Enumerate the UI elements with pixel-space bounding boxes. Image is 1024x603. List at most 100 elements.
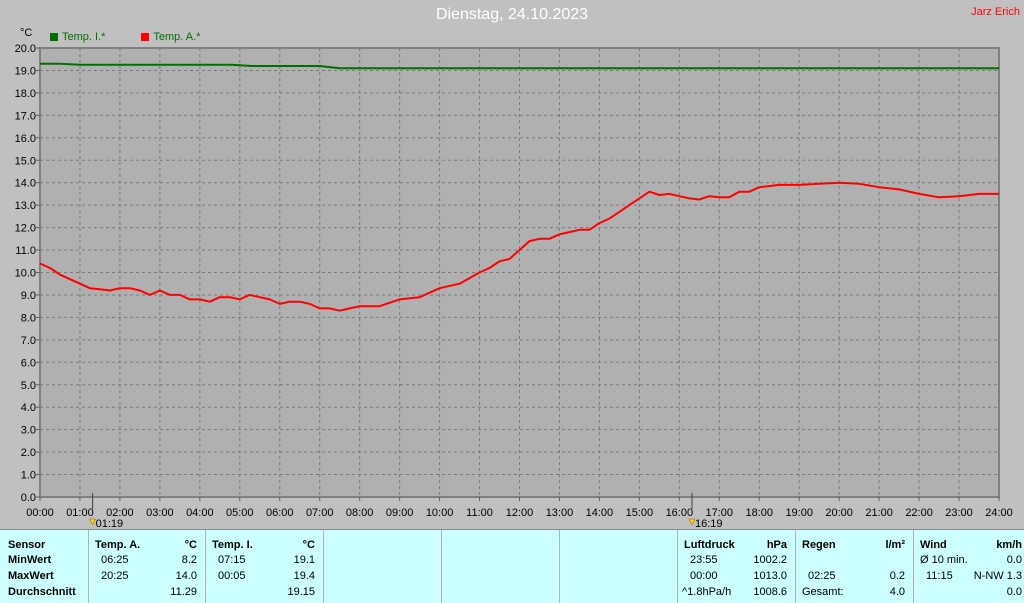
- temp-a-min-value: 8.2: [181, 554, 197, 566]
- y-tick-label: 7.0: [21, 335, 36, 347]
- y-tick-label: 9.0: [21, 290, 36, 302]
- y-tick-label: 15.0: [15, 155, 36, 167]
- pressure-trend: ^1.8hPa/h: [682, 586, 732, 598]
- wind-last-value: 0.0: [1006, 586, 1022, 598]
- y-tick-label: 18.0: [15, 88, 36, 100]
- grid-lines: [40, 48, 999, 497]
- temp-i-header: Temp. I.: [212, 539, 253, 551]
- empty-column-3: [560, 530, 678, 603]
- x-tick-label: 11:00: [466, 507, 493, 519]
- row-label-min: MinWert: [8, 554, 52, 566]
- x-tick-label: 03:00: [146, 507, 174, 519]
- rain-max-value: 0.2: [889, 570, 905, 582]
- legend: Temp. I.* Temp. A.*: [50, 31, 200, 43]
- x-tick-label: 00:00: [26, 507, 54, 519]
- legend-label-temp-a: Temp. A.*: [153, 31, 201, 43]
- x-tick-label: 21:00: [865, 507, 893, 519]
- temperature-chart: 0.0 1.0 2.0 3.0 4.0 5.0 6.0 7.0 8.0 9.0 10.0 11.0 12…: [15, 43, 1013, 529]
- y-tick-label: 16.0: [15, 133, 36, 145]
- x-tick-label: 15:00: [626, 507, 654, 519]
- sensor-header: Sensor: [8, 539, 46, 551]
- x-tick-label: 07:00: [306, 507, 334, 519]
- x-tick-label: 12:00: [506, 507, 534, 519]
- temp-a-header: Temp. A.: [95, 539, 141, 551]
- rain-column: Regen l/m² 02:25 0.2 Gesamt: 4.0: [796, 530, 914, 603]
- y-tick-label: 20.0: [15, 43, 36, 55]
- pressure-unit: hPa: [766, 539, 787, 551]
- marker-icon: [89, 518, 97, 526]
- y-tick-label: 6.0: [21, 357, 36, 369]
- series-lines: [39, 62, 999, 312]
- series-line-temp-a: [39, 181, 999, 312]
- pressure-min-value: 1002.2: [753, 554, 787, 566]
- legend-swatch-temp-a: [141, 33, 150, 41]
- y-tick-label: 0.0: [21, 492, 36, 504]
- wind-average-label: Ø 10 min.: [920, 554, 968, 566]
- x-tick-label: 02:00: [106, 507, 134, 519]
- legend-item-temp-a: Temp. A.*: [141, 31, 200, 43]
- empty-column-1: [324, 530, 442, 603]
- rain-unit: l/m²: [885, 539, 905, 551]
- wind-header: Wind: [920, 539, 947, 551]
- y-tick-label: 4.0: [21, 402, 36, 414]
- x-tick-label: 17:00: [706, 507, 734, 519]
- x-tick-label: 18:00: [745, 507, 773, 519]
- x-tick-label: 08:00: [346, 507, 374, 519]
- temp-i-min-value: 19.1: [293, 554, 315, 566]
- chart-title: Dienstag, 24.10.2023: [435, 6, 589, 23]
- legend-item-temp-i: Temp. I.*: [50, 31, 105, 43]
- temp-i-average: 19.15: [287, 586, 315, 598]
- y-tick-label: 8.0: [21, 312, 36, 324]
- y-tick-label: 11.0: [15, 245, 36, 257]
- temp-a-average: 11.29: [170, 586, 197, 598]
- temp-a-min-time: 06:25: [101, 554, 129, 566]
- row-label-avg: Durchschnitt: [8, 586, 76, 598]
- y-tick-label: 10.0: [15, 268, 36, 280]
- y-tick-label: 19.0: [15, 65, 36, 77]
- y-tick-label: 5.0: [21, 380, 36, 392]
- y-tick-label: 1.0: [21, 470, 36, 482]
- temp-i-unit: °C: [302, 539, 315, 551]
- wind-max-value: N-NW 1.3: [973, 570, 1022, 582]
- temp-a-unit: °C: [184, 539, 197, 551]
- x-tick-label: 22:00: [905, 507, 933, 519]
- temp-i-max-time: 00:05: [218, 570, 246, 582]
- x-tick-label: 13:00: [546, 507, 574, 519]
- rain-total-value: 4.0: [889, 586, 905, 598]
- x-tick-label: 09:00: [386, 507, 414, 519]
- wind-max-time: 11:15: [926, 570, 953, 582]
- statistics-table: Sensor MinWert MaxWert Durchschnitt Temp…: [0, 529, 1024, 603]
- marker-icon: [688, 518, 696, 526]
- pressure-max-value: 1013.0: [753, 570, 787, 582]
- y-tick-label: 12.0: [15, 223, 36, 235]
- rain-total-label: Gesamt:: [802, 586, 844, 598]
- temp-i-min-time: 07:15: [218, 554, 246, 566]
- x-tick-label: 06:00: [266, 507, 294, 519]
- x-tick-label: 20:00: [825, 507, 853, 519]
- series-line-temp-i: [40, 62, 999, 70]
- temp-a-max-time: 20:25: [101, 570, 129, 582]
- x-tick-label: 16:00: [666, 507, 694, 519]
- x-tick-label: 19:00: [785, 507, 813, 519]
- temp-a-column: Temp. A. °C 06:25 8.2 20:25 14.0 11.29: [89, 530, 206, 603]
- marker-label: 01:19: [96, 518, 124, 529]
- row-label-max: MaxWert: [8, 570, 54, 582]
- temp-a-max-value: 14.0: [175, 570, 197, 582]
- y-tick-label: 2.0: [21, 447, 36, 459]
- y-tick-label: 3.0: [21, 425, 36, 437]
- x-tick-label: 14:00: [586, 507, 614, 519]
- pressure-min-time: 23:55: [690, 554, 718, 566]
- author-label: Jarz Erich: [971, 6, 1020, 18]
- x-tick-label: 05:00: [226, 507, 254, 519]
- pressure-average: 1008.6: [753, 586, 787, 598]
- rain-max-time: 02:25: [808, 570, 836, 582]
- rain-header: Regen: [802, 539, 836, 551]
- empty-column-2: [442, 530, 560, 603]
- x-tick-label: 23:00: [945, 507, 973, 519]
- x-axis: 00:00 01:00 02:00 03:00 04:00 05:00 06:00 07:00…: [26, 497, 1013, 519]
- y-tick-label: 14.0: [15, 178, 36, 190]
- x-tick-label: 10:00: [426, 507, 454, 519]
- wind-average-value: 0.0: [1006, 554, 1022, 566]
- legend-swatch-temp-i: [50, 33, 58, 41]
- x-tick-label: 24:00: [985, 507, 1013, 519]
